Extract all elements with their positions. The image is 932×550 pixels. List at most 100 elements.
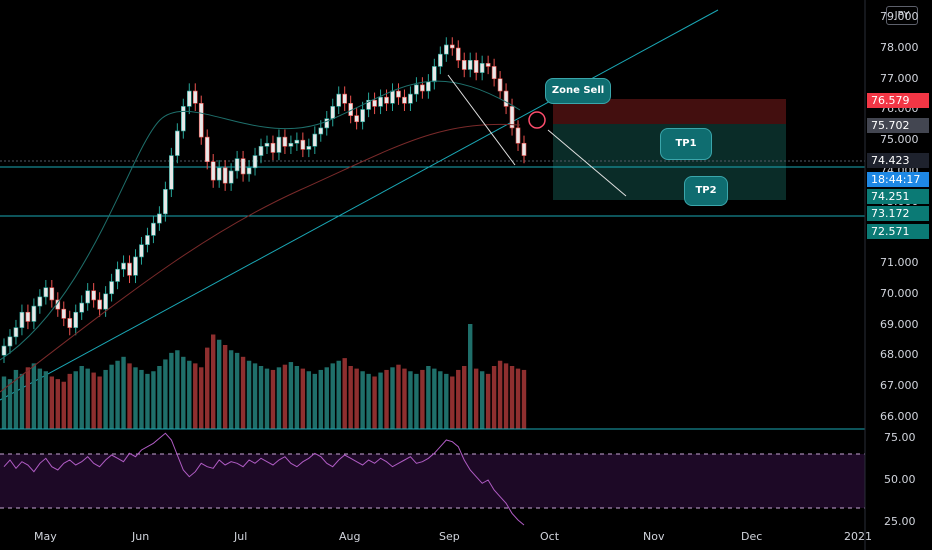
volume-bar	[157, 366, 162, 429]
time-axis-label: Sep	[439, 530, 460, 543]
volume-bar	[276, 367, 282, 429]
volume-bar	[258, 366, 264, 429]
volume-bar	[324, 367, 329, 429]
projection-arrow-line	[547, 129, 627, 197]
volume-bar	[240, 356, 246, 429]
candle-body	[49, 287, 55, 301]
candle-body	[240, 158, 246, 175]
candle-body	[485, 63, 491, 67]
candle-body	[85, 290, 90, 304]
price-axis-label: 68.000	[880, 348, 919, 362]
candle-body	[312, 133, 318, 147]
volume-bar	[318, 369, 323, 429]
volume-bar	[402, 368, 407, 429]
volume-bar	[79, 366, 84, 429]
candle-body	[402, 96, 407, 104]
candle-body	[461, 60, 467, 70]
volume-bar	[503, 363, 509, 429]
candle-body	[390, 90, 395, 104]
volume-bar	[432, 368, 437, 429]
candle-body	[384, 96, 389, 104]
volume-bar	[390, 367, 395, 429]
volume-bar	[19, 373, 25, 429]
volume-bar	[1, 376, 7, 429]
volume-bar	[115, 360, 120, 429]
price-tag: 73.172	[867, 206, 929, 221]
volume-bar	[127, 363, 132, 429]
price-axis-label: 78.000	[880, 41, 919, 54]
time-axis-label: May	[34, 530, 57, 543]
candle-body	[246, 167, 252, 175]
volume-bar	[378, 372, 383, 429]
trend-line	[0, 9, 719, 401]
volume-bar	[222, 345, 228, 429]
volume-bar	[145, 373, 150, 429]
volume-bar	[414, 373, 419, 429]
volume-bar	[479, 371, 485, 429]
candle-body	[7, 336, 13, 347]
candle-body	[163, 189, 168, 215]
volume-bar	[282, 364, 288, 429]
volume-bar	[175, 350, 180, 429]
candle-body	[79, 302, 85, 313]
volume-bar	[85, 368, 90, 429]
volume-bar	[450, 376, 455, 429]
time-axis-label: Nov	[643, 530, 665, 543]
time-axis-label: Jun	[132, 530, 150, 543]
price-tag: 76.579	[867, 93, 929, 108]
volume-bar	[342, 358, 347, 429]
candle-body	[491, 66, 497, 80]
price-axis-label: 70.000	[880, 286, 919, 300]
rsi-axis-label: 75.00	[884, 431, 916, 445]
candle-body	[109, 281, 114, 295]
candle-body	[25, 311, 31, 322]
volume-bar	[7, 379, 13, 429]
volume-bar	[169, 352, 174, 429]
candle-body	[97, 299, 102, 310]
currency-badge[interactable]: JPY	[886, 6, 918, 25]
tp1-callout[interactable]: TP1	[660, 128, 712, 160]
sell-entry-marker	[528, 111, 546, 129]
price-tag: 18:44:17	[867, 172, 929, 187]
candle-body	[1, 345, 7, 356]
candle-body	[175, 130, 180, 156]
volume-bar	[509, 366, 515, 429]
candle-body	[91, 290, 96, 301]
zone-sell-callout[interactable]: Zone Sell	[545, 78, 611, 104]
candle-body	[408, 93, 413, 104]
volume-bar	[348, 366, 353, 429]
price-axis-label: 69.000	[880, 317, 919, 331]
candle-body	[115, 268, 120, 282]
candle-body	[264, 142, 270, 147]
volume-bar	[521, 369, 527, 429]
candle-body	[414, 84, 419, 95]
price-tag: 74.251	[867, 189, 929, 204]
candle-body	[443, 44, 449, 55]
price-axis-label: 66.000	[880, 409, 919, 423]
volume-bar	[193, 363, 198, 429]
volume-bar	[109, 364, 114, 429]
price-axis-label: 67.000	[880, 378, 919, 392]
candle-body	[294, 139, 300, 144]
candle-body	[169, 155, 174, 190]
candle-body	[509, 106, 515, 129]
volume-bar	[234, 352, 240, 429]
candle-body	[330, 106, 336, 119]
volume-bar	[252, 363, 258, 429]
volume-bar	[133, 367, 138, 429]
candle-body	[252, 155, 258, 169]
price-axis-label: 71.000	[880, 256, 919, 270]
candle-body	[360, 109, 365, 123]
candle-body	[37, 296, 43, 307]
candle-body	[13, 327, 19, 338]
candle-body	[473, 60, 479, 73]
candle-body	[186, 90, 192, 107]
candle-body	[133, 256, 138, 276]
horizontal-levels	[0, 160, 865, 217]
volume-bar	[294, 366, 300, 429]
candle-body	[181, 106, 186, 132]
tp2-callout[interactable]: TP2	[684, 176, 728, 206]
volume-bar	[163, 359, 168, 429]
volume-bar	[426, 366, 431, 429]
candle-body	[127, 262, 132, 276]
